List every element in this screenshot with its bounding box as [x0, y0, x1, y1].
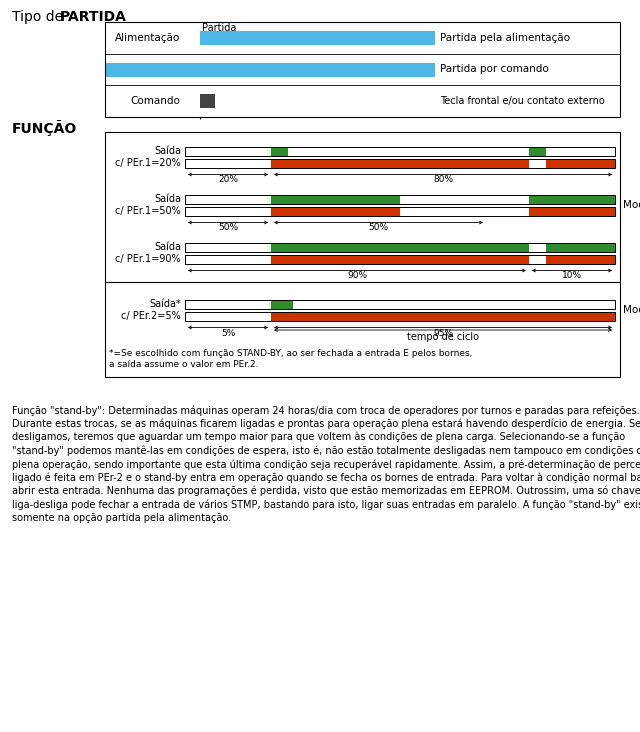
Bar: [185, 255, 615, 264]
Bar: [185, 159, 615, 168]
Bar: [200, 94, 215, 108]
Bar: [546, 255, 615, 264]
Bar: [529, 206, 615, 215]
Bar: [185, 206, 615, 215]
Text: Saída
c/ PEr.1=20%: Saída c/ PEr.1=20%: [115, 146, 181, 168]
Text: Tecla frontal e/ou contato externo: Tecla frontal e/ou contato externo: [440, 96, 604, 106]
Text: 80%: 80%: [433, 176, 453, 184]
Text: *=Se escolhido com função STAND-BY, ao ser fechada a entrada E pelos bornes,: *=Se escolhido com função STAND-BY, ao s…: [109, 349, 472, 358]
Bar: [529, 195, 615, 203]
Text: Comando: Comando: [130, 96, 180, 106]
Bar: [185, 195, 615, 203]
Text: Alimentação: Alimentação: [115, 64, 180, 75]
Bar: [185, 312, 615, 321]
Text: 90%: 90%: [347, 272, 367, 280]
Bar: [185, 299, 615, 308]
Text: somente na opção partida pela alimentação.: somente na opção partida pela alimentaçã…: [12, 513, 231, 523]
Text: Tipo de: Tipo de: [12, 10, 67, 24]
Text: Função "stand-by": Determinadas máquinas operam 24 horas/dia com troca de operad: Função "stand-by": Determinadas máquinas…: [12, 405, 639, 416]
Text: 5%: 5%: [221, 329, 235, 337]
Bar: [271, 195, 400, 203]
Bar: [271, 255, 529, 264]
Text: Durante estas trocas, se as máquinas ficarem ligadas e prontas para operação ple: Durante estas trocas, se as máquinas fic…: [12, 419, 640, 429]
Text: FUNÇÃO: FUNÇÃO: [12, 120, 77, 136]
Bar: [271, 146, 288, 155]
Text: 95%: 95%: [433, 329, 453, 337]
Text: PARTIDA: PARTIDA: [60, 10, 127, 24]
Bar: [529, 146, 546, 155]
Text: 10%: 10%: [562, 272, 582, 280]
Text: Partida por comando: Partida por comando: [440, 64, 548, 75]
Text: plena operação, sendo importante que esta última condição seja recuperável rapid: plena operação, sendo importante que est…: [12, 459, 640, 469]
Bar: [185, 146, 615, 155]
Bar: [105, 132, 620, 377]
Bar: [271, 206, 400, 215]
Text: 20%: 20%: [218, 176, 238, 184]
Bar: [105, 22, 620, 117]
Text: Saída
c/ PEr.1=50%: Saída c/ PEr.1=50%: [115, 194, 181, 216]
Text: tempo de ciclo: tempo de ciclo: [407, 332, 479, 342]
Text: Modo stanby: Modo stanby: [623, 305, 640, 315]
Bar: [271, 299, 292, 308]
Bar: [185, 242, 615, 252]
Text: desligamos, teremos que aguardar um tempo maior para que voltem às condições de : desligamos, teremos que aguardar um temp…: [12, 432, 625, 443]
Bar: [546, 159, 615, 168]
Text: Saída*
c/ PEr.2=5%: Saída* c/ PEr.2=5%: [121, 299, 181, 321]
Text: Partida pela alimentação: Partida pela alimentação: [440, 33, 570, 43]
Text: Modo Normal: Modo Normal: [623, 200, 640, 210]
Text: Alimentação: Alimentação: [115, 33, 180, 43]
Text: Saída
c/ PEr.1=90%: Saída c/ PEr.1=90%: [115, 242, 181, 264]
Bar: [106, 62, 435, 77]
Bar: [546, 242, 615, 252]
Text: 50%: 50%: [218, 223, 238, 233]
Text: "stand-by" podemos mantê-las em condições de espera, isto é, não estão totalment: "stand-by" podemos mantê-las em condiçõe…: [12, 446, 640, 456]
Bar: [200, 31, 435, 45]
Bar: [271, 242, 529, 252]
Bar: [271, 312, 615, 321]
Bar: [271, 159, 529, 168]
Text: a saída assume o valor em PEr.2.: a saída assume o valor em PEr.2.: [109, 360, 259, 369]
Text: abrir esta entrada. Nenhuma das programações é perdida, visto que estão memoriza: abrir esta entrada. Nenhuma das programa…: [12, 486, 640, 496]
Text: 50%: 50%: [369, 223, 388, 233]
Text: liga-desliga pode fechar a entrada de vários STMP, bastando para isto, ligar sua: liga-desliga pode fechar a entrada de vá…: [12, 499, 640, 510]
Text: Partida: Partida: [202, 23, 236, 33]
Text: ligado é feita em PEr-2 e o stand-by entra em operação quando se fecha os bornes: ligado é feita em PEr-2 e o stand-by ent…: [12, 472, 640, 483]
